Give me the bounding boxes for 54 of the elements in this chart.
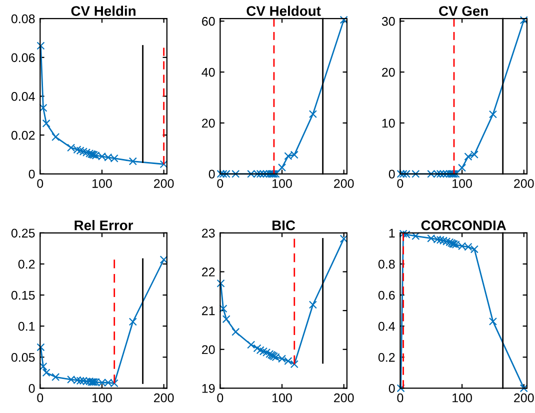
- x-tick-label: 100: [92, 179, 112, 188]
- y-tick-label: 0.2: [18, 260, 35, 269]
- y-tick-label: 0.6: [378, 290, 395, 300]
- chart-title: CV Gen: [439, 6, 488, 16]
- chart-title: CV Heldout: [246, 6, 321, 16]
- x-tick-label: 100: [92, 393, 112, 402]
- y-tick-label: 0.06: [11, 53, 35, 62]
- y-tick-label: 0.25: [11, 228, 35, 238]
- chart-title: CV Heldin: [71, 6, 136, 16]
- y-tick-label: 0.04: [11, 92, 35, 101]
- y-tick-label: 0: [388, 170, 395, 179]
- x-tick-label: 200: [334, 179, 354, 188]
- x-tick-label: 200: [514, 179, 534, 188]
- x-tick-label: 100: [272, 393, 292, 402]
- y-tick-label: 22: [202, 268, 215, 276]
- y-tick-label: 0.08: [11, 14, 35, 24]
- x-tick-label: 0: [217, 393, 224, 402]
- y-tick-label: 0.02: [11, 130, 35, 140]
- x-tick-label: 200: [334, 393, 354, 402]
- y-tick-label: 0.8: [378, 260, 395, 269]
- x-tick-label: 0: [37, 393, 44, 402]
- x-tick-label: 100: [272, 179, 292, 188]
- y-tick-label: 0.4: [378, 322, 395, 331]
- x-tick-label: 0: [37, 179, 44, 188]
- y-tick-label: 0.1: [18, 322, 35, 331]
- y-tick-label: 19: [202, 384, 215, 393]
- chart-title: CORCONDIA: [421, 220, 506, 230]
- x-tick-label: 100: [452, 393, 472, 402]
- x-tick-label: 0: [217, 179, 224, 188]
- x-tick-label: 0: [397, 393, 404, 402]
- y-tick-label: 0.05: [11, 352, 35, 362]
- y-tick-label: 40: [202, 68, 215, 77]
- x-tick-label: 100: [452, 179, 472, 188]
- y-tick-label: 0: [388, 384, 395, 393]
- x-tick-label: 0: [397, 179, 404, 188]
- x-tick-label: 200: [154, 179, 174, 188]
- y-tick-label: 20: [202, 118, 215, 128]
- y-tick-label: 60: [202, 16, 215, 26]
- chart-title: Rel Error: [74, 220, 134, 230]
- chart-title: BIC: [272, 220, 296, 230]
- y-tick-label: 1: [389, 228, 395, 238]
- x-tick-label: 200: [154, 393, 174, 402]
- y-tick-label: 10: [382, 118, 395, 128]
- y-tick-label: 21: [202, 306, 215, 316]
- y-tick-label: 30: [382, 16, 395, 26]
- y-tick-label: 0: [208, 170, 215, 179]
- y-tick-label: 0: [28, 384, 35, 393]
- y-tick-label: 0: [28, 170, 35, 179]
- y-tick-label: 20: [202, 345, 215, 354]
- y-tick-label: 0.2: [378, 352, 395, 362]
- x-tick-label: 200: [514, 393, 534, 402]
- y-tick-label: 20: [382, 68, 395, 77]
- y-tick-label: 0.15: [11, 290, 35, 300]
- y-tick-label: 23: [202, 228, 215, 238]
